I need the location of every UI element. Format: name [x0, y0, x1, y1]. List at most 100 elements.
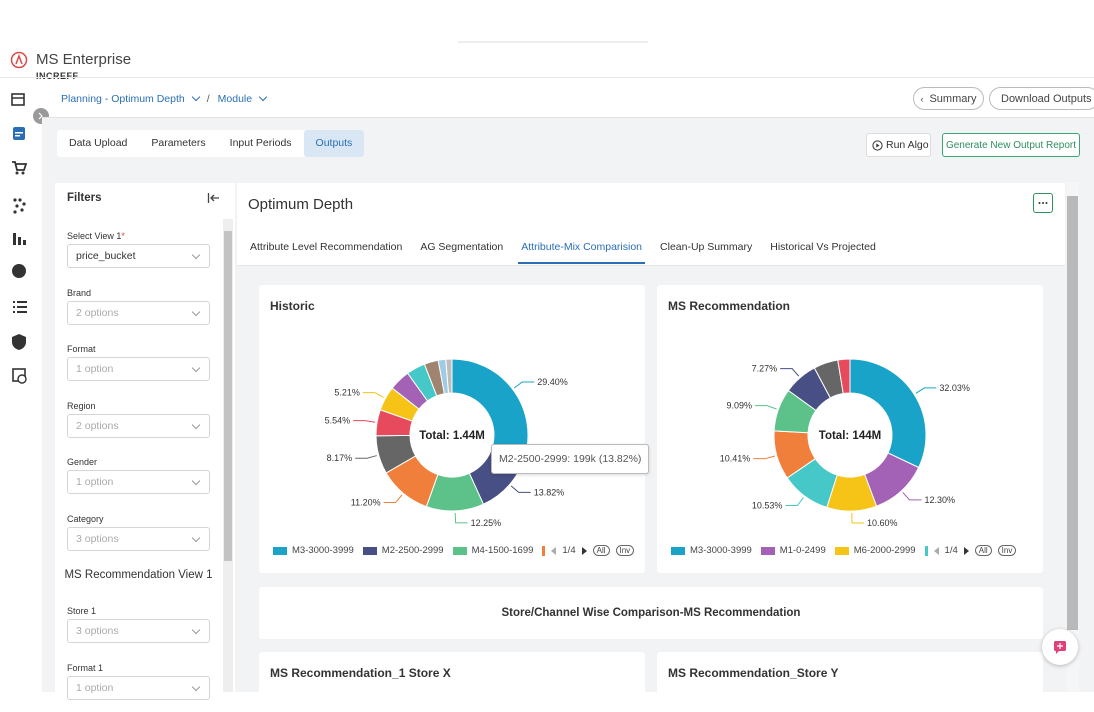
crumb[interactable]: Module	[217, 93, 253, 105]
label-text: Format 1	[67, 662, 104, 673]
subtab-active[interactable]: Attribute-Mix Comparision	[518, 241, 646, 264]
next-arrow[interactable]	[581, 546, 587, 555]
divider	[237, 265, 1065, 266]
legend-swatch	[452, 546, 467, 555]
filter-label: Format	[67, 344, 96, 354]
slice	[837, 358, 851, 395]
more-button[interactable]	[1033, 193, 1053, 213]
top-bar	[458, 41, 648, 43]
run-algo-button[interactable]: Run Algo	[866, 133, 931, 157]
leader-line	[362, 392, 384, 398]
tab-active[interactable]: Outputs	[303, 130, 365, 157]
play-icon	[872, 139, 883, 151]
legend-swatch	[362, 546, 377, 555]
tab[interactable]: Data Upload	[69, 137, 128, 149]
donut: 29.40% 13.82% 12.25% 11.20% 8.17% 5.54% 5.21% T…	[325, 358, 568, 528]
download-button[interactable]: Download Outputs	[989, 87, 1094, 110]
collapse-icon[interactable]	[207, 192, 221, 204]
chat-button[interactable]	[1042, 629, 1078, 665]
data-label: 11.20%	[351, 498, 381, 508]
leader-line	[355, 455, 377, 459]
divider	[42, 117, 1094, 118]
data-label: 10.41%	[720, 454, 751, 464]
tabs: Data Upload Parameters Input Periods Out…	[57, 130, 365, 157]
select-value: price_bucket	[76, 250, 136, 262]
chevron	[191, 533, 201, 542]
filter-label: Format 1	[67, 663, 103, 673]
legend-item[interactable]: M3-3000-3999	[671, 545, 752, 556]
leader-line	[753, 455, 776, 460]
data-label: 13.82%	[534, 487, 565, 497]
legend-item[interactable]: M1-0-2499	[760, 545, 826, 556]
summary-button[interactable]: ‹ Summary	[913, 87, 984, 110]
legend-text: M3-3000-3999	[292, 545, 354, 556]
label-text: Gender	[67, 457, 98, 467]
next-arrow[interactable]	[963, 546, 969, 555]
filter-label: Select View 1*	[67, 231, 125, 241]
legend-button[interactable]: All	[974, 545, 992, 556]
leader-line	[785, 497, 804, 507]
filter-label: Store 1	[67, 606, 96, 616]
legend-text: M2-2500-2999	[381, 545, 444, 556]
chevron	[191, 476, 201, 486]
select-box[interactable]: 3 options	[67, 619, 210, 643]
page: MS Enterprise INCREFF Planning - Optimum…	[0, 41, 1094, 700]
legend-button[interactable]: Inv	[997, 545, 1017, 556]
scrollbar[interactable]	[1067, 196, 1078, 630]
subtab[interactable]: AG Segmentation	[420, 241, 504, 253]
select-box[interactable]: 1 option	[67, 470, 210, 494]
chart-card: Historic 29.40% 13.82% 12.25% 11.20% 8.17% 5.5…	[259, 285, 645, 573]
filter-label: Region	[67, 401, 96, 411]
legend-item[interactable]: M4-1500-1699	[452, 545, 534, 556]
select-value: 1 option	[76, 476, 114, 488]
legend-more	[542, 545, 546, 556]
tab[interactable]: Input Periods	[229, 137, 292, 149]
chevron	[191, 363, 201, 373]
data-label: 5.21%	[334, 388, 360, 398]
select-box[interactable]: 2 options	[67, 413, 210, 438]
leader-line	[454, 512, 468, 524]
subtab[interactable]: Historical Vs Projected	[770, 241, 876, 253]
legend-item[interactable]: M3-3000-3999	[273, 545, 354, 556]
select-box[interactable]: price_bucket	[67, 244, 210, 268]
select-box[interactable]: 2 options	[67, 300, 210, 325]
chart-title: Historic	[270, 299, 315, 313]
label-text: Category	[67, 513, 104, 524]
button-label: Run Algo	[886, 139, 929, 151]
legend-text: M4-1500-1699	[471, 545, 534, 556]
legend-item[interactable]: M6-2000-2999	[834, 545, 916, 556]
org-name: INCREFF	[36, 71, 79, 81]
legend-text: M3-3000-3999	[690, 545, 752, 556]
select-value: 3 options	[76, 625, 119, 637]
legend-page: 1/4	[562, 545, 576, 556]
button-label: Download Outputs	[1001, 92, 1092, 105]
legend-item[interactable]: M2-2500-2999	[362, 545, 444, 556]
chevron	[191, 420, 201, 429]
section-title: MS Recommendation View 1	[64, 569, 213, 581]
subtab[interactable]: Clean-Up Summary	[660, 241, 753, 253]
leader-line	[915, 387, 937, 394]
select-box[interactable]: 1 option	[67, 357, 210, 381]
tab[interactable]: Parameters	[151, 137, 206, 149]
legend-button[interactable]: Inv	[615, 545, 635, 556]
chevron	[191, 625, 201, 635]
chevron	[191, 682, 201, 691]
generate-button[interactable]: Generate New Output Report	[942, 133, 1080, 157]
legend-text: M6-2000-2999	[853, 545, 916, 556]
label-text: Brand	[67, 287, 92, 298]
crumb[interactable]: Planning - Optimum Depth	[61, 93, 185, 105]
filters-title: Filters	[67, 192, 102, 204]
breadcrumb: Planning - Optimum Depth / Module	[61, 92, 268, 105]
select-box[interactable]: 1 option	[67, 675, 210, 700]
label-text: Store 1	[67, 606, 97, 616]
legend-more	[924, 545, 928, 556]
legend-button[interactable]: All	[592, 545, 610, 556]
legend-text: M1-0-2499	[779, 545, 826, 556]
prev-arrow[interactable]	[551, 546, 557, 555]
prev-arrow[interactable]	[933, 546, 939, 555]
donut: 32.03% 12.30% 10.60% 10.53% 10.41% 9.09% 7.27%…	[720, 358, 970, 528]
subtab[interactable]: Attribute Level Recommendation	[250, 241, 403, 253]
leader-line	[353, 420, 376, 423]
select-box[interactable]: 3 options	[67, 526, 210, 551]
scrollbar[interactable]	[224, 231, 232, 561]
